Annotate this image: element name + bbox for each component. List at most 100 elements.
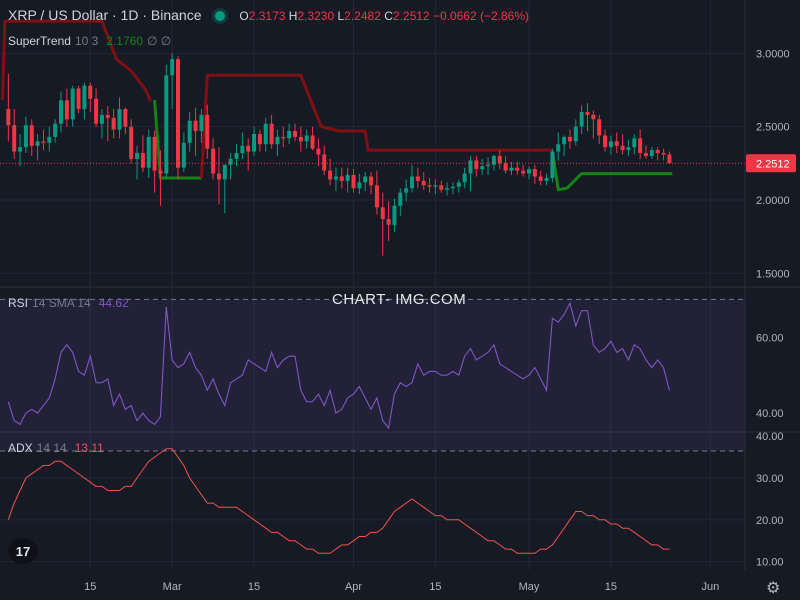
- chart-header: XRP / US Dollar · 1D · Binance O2.3173 H…: [8, 7, 529, 23]
- supertrend-value: 2.1760: [106, 34, 143, 48]
- candle-body: [608, 141, 613, 148]
- supertrend-params: 10 3: [74, 34, 99, 48]
- candle-body: [293, 131, 297, 137]
- candle-body: [579, 111, 584, 127]
- time-axis-tick: 15: [84, 581, 96, 593]
- candle-body: [23, 125, 28, 148]
- candle-body: [82, 85, 87, 110]
- candle-body: [351, 175, 356, 189]
- rsi-value: 44.62: [98, 296, 129, 310]
- candle-body: [316, 148, 321, 155]
- candle-body: [211, 148, 216, 174]
- candle-body: [450, 186, 455, 189]
- candle-body: [246, 145, 251, 152]
- watermark: CHART- IMG.COM: [332, 291, 467, 308]
- candle-body: [521, 170, 526, 174]
- gear-icon[interactable]: ⚙: [766, 580, 781, 597]
- candle-body: [591, 114, 596, 120]
- candle-body: [228, 158, 233, 165]
- rsi-axis-tick: 40.00: [756, 408, 784, 420]
- high-label: H: [288, 9, 298, 23]
- candle-body: [369, 176, 374, 186]
- ohlc-readout: O2.3173 H2.3230 L2.2482 C2.2512 −0.0662 …: [239, 9, 529, 23]
- candle-body: [170, 59, 175, 76]
- candle-body: [328, 170, 333, 180]
- candle-body: [638, 138, 643, 154]
- candle-body: [649, 150, 654, 156]
- candle-body: [392, 205, 397, 225]
- time-axis-tick: Mar: [163, 581, 182, 593]
- close-value: 2.2512: [392, 9, 430, 23]
- time-axis-tick: 15: [429, 581, 441, 593]
- market-status-icon: [215, 11, 226, 21]
- candle-body: [123, 109, 128, 127]
- time-axis-tick: 15: [605, 581, 617, 593]
- candle-body: [427, 185, 432, 187]
- candle-body: [205, 114, 210, 149]
- candle-body: [374, 185, 379, 208]
- candle-body: [556, 144, 561, 152]
- candle-body: [257, 133, 262, 145]
- candle-body: [456, 182, 461, 187]
- adx-axis-tick: 20.00: [756, 515, 784, 527]
- candle-body: [644, 153, 648, 156]
- adx-axis-tick: 40.00: [756, 431, 784, 443]
- price-axis-tick: 2.0000: [756, 195, 790, 207]
- candle-body: [480, 166, 485, 170]
- symbol-title[interactable]: XRP / US Dollar · 1D · Binance: [8, 7, 202, 23]
- supertrend-line-down: [1, 19, 152, 102]
- candle-body: [333, 176, 338, 180]
- adx-line: [7, 448, 670, 554]
- candle-body: [433, 185, 438, 187]
- candle-body: [135, 153, 140, 159]
- candle-body: [164, 75, 169, 174]
- supertrend-extras: ∅ ∅: [147, 34, 172, 48]
- candle-body: [18, 147, 23, 152]
- candle-body: [222, 164, 227, 180]
- candle-body: [35, 141, 40, 146]
- candle-body: [234, 153, 239, 159]
- candle-body: [620, 145, 625, 151]
- candle-body: [76, 88, 81, 110]
- candle-body: [468, 160, 473, 174]
- adx-legend[interactable]: ADX 14 14 13.11: [8, 441, 104, 455]
- price-axis-tick: 1.5000: [756, 268, 790, 280]
- candle-body: [538, 176, 543, 181]
- supertrend-legend[interactable]: SuperTrend 10 3 2.1760 ∅ ∅: [8, 34, 171, 48]
- price-axis-tick: 3.0000: [756, 48, 790, 60]
- candle-body: [158, 170, 163, 174]
- candle-body: [322, 154, 327, 171]
- candle-body: [140, 153, 145, 168]
- time-axis-tick: Apr: [345, 581, 362, 593]
- candle-body: [187, 120, 192, 143]
- candle-body: [667, 154, 672, 164]
- candle-body: [597, 119, 602, 136]
- candle-body: [410, 176, 414, 189]
- candle-body: [527, 169, 531, 174]
- candle-body: [585, 111, 590, 115]
- candle-body: [64, 100, 69, 120]
- candle-body: [532, 169, 537, 177]
- candle-body: [497, 155, 502, 164]
- candle-body: [269, 123, 274, 145]
- candle-body: [544, 177, 549, 181]
- open-label: O: [239, 9, 249, 23]
- candle-body: [287, 131, 292, 139]
- candle-body: [12, 125, 17, 152]
- rsi-legend[interactable]: RSI 14 SMA 14 44.62: [8, 296, 129, 310]
- tradingview-logo[interactable]: 17: [8, 538, 38, 564]
- time-axis-tick: Jun: [701, 581, 719, 593]
- candle-body: [573, 126, 578, 142]
- candle-body: [655, 150, 660, 154]
- candle-body: [310, 135, 315, 149]
- candle-body: [70, 88, 75, 120]
- candle-body: [216, 173, 221, 180]
- candle-body: [240, 145, 245, 154]
- high-value: 2.3230: [297, 9, 335, 23]
- candle-body: [129, 126, 134, 159]
- rsi-axis-tick: 60.00: [756, 332, 784, 344]
- candle-body: [550, 151, 555, 178]
- candle-body: [474, 160, 479, 170]
- last-price-badge: [746, 154, 796, 173]
